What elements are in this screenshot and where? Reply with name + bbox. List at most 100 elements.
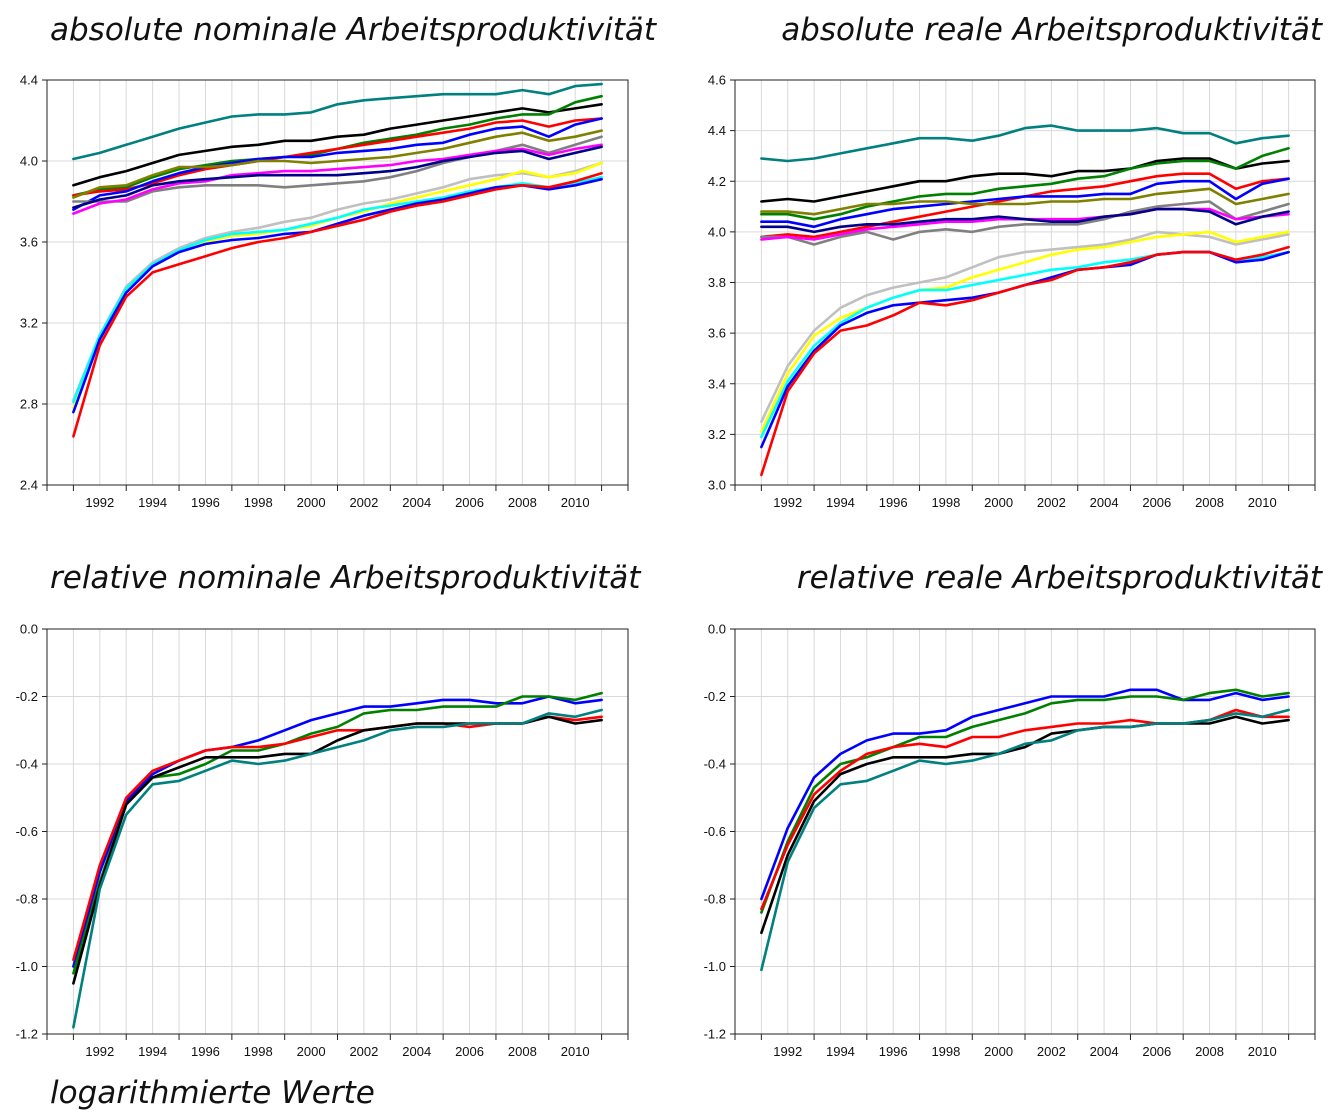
x-tick-label: 2006 xyxy=(455,1044,484,1059)
x-tick-label: 1998 xyxy=(931,495,960,510)
x-tick-label: 2004 xyxy=(1090,1044,1119,1059)
series-line-teal-0 xyxy=(72,82,603,161)
y-tick-label: 0.0 xyxy=(708,622,726,637)
x-tick-label: 2010 xyxy=(1248,495,1277,510)
x-tick-label: 2000 xyxy=(984,1044,1013,1059)
y-tick-label: -0.6 xyxy=(16,824,38,839)
chart-absolute-nominal: absolute nominale Arbeitsproduktivität 2… xyxy=(20,12,658,510)
series-line-magenta-7 xyxy=(72,143,603,215)
x-tick-label: 2004 xyxy=(1090,495,1119,510)
x-tick-label: 1998 xyxy=(931,1044,960,1059)
y-tick-label: -0.2 xyxy=(16,689,38,704)
series-line-blue-0 xyxy=(72,695,603,968)
y-tick-label: -1.2 xyxy=(704,1027,726,1042)
y-tick-label: -0.8 xyxy=(704,892,726,907)
y-tick-label: 4.0 xyxy=(708,224,726,239)
series-line-yellow-10 xyxy=(760,230,1290,434)
x-tick-label: 1994 xyxy=(826,495,855,510)
series-line-black-1 xyxy=(760,157,1290,203)
chart-title: relative reale Arbeitsproduktivität xyxy=(797,560,1324,596)
y-tick-label: 4.4 xyxy=(708,123,726,138)
chart-title: relative nominale Arbeitsproduktivität xyxy=(50,560,642,596)
series-line-green-1 xyxy=(760,688,1290,914)
series-line-black-1 xyxy=(72,103,603,187)
y-tick-label: -0.8 xyxy=(16,892,38,907)
y-tick-label: 3.2 xyxy=(708,427,726,442)
x-tick-label: 2006 xyxy=(455,495,484,510)
x-tick-label: 2008 xyxy=(508,1044,537,1059)
y-tick-label: 4.4 xyxy=(20,73,38,88)
y-tick-label: 2.8 xyxy=(20,397,38,412)
x-tick-label: 1994 xyxy=(826,1044,855,1059)
y-tick-label: 3.6 xyxy=(20,235,38,250)
y-tick-label: 3.8 xyxy=(708,275,726,290)
x-tick-label: 1994 xyxy=(138,1044,167,1059)
x-tick-label: 1996 xyxy=(191,1044,220,1059)
x-tick-label: 1996 xyxy=(879,495,908,510)
series-line-gray-6 xyxy=(760,200,1290,246)
series-line-teal-0 xyxy=(760,124,1290,163)
series-line-blue-0 xyxy=(760,688,1290,901)
x-tick-label: 2010 xyxy=(1248,1044,1277,1059)
x-tick-label: 1992 xyxy=(85,1044,114,1059)
y-tick-label: -1.2 xyxy=(16,1027,38,1042)
x-tick-label: 1992 xyxy=(85,495,114,510)
y-tick-label: 4.0 xyxy=(20,154,38,169)
y-tick-label: 4.2 xyxy=(708,174,726,189)
series-line-green-1 xyxy=(72,691,603,975)
x-tick-label: 1998 xyxy=(244,1044,273,1059)
x-tick-label: 1996 xyxy=(191,495,220,510)
series-line-olive-5 xyxy=(760,187,1290,216)
x-tick-label: 2000 xyxy=(984,495,1013,510)
y-tick-label: -0.6 xyxy=(704,824,726,839)
chart-relative-real: relative reale Arbeitsproduktivität -1.2… xyxy=(704,560,1324,1059)
y-tick-label: 3.2 xyxy=(20,316,38,331)
y-tick-label: 0.0 xyxy=(20,622,38,637)
series-line-black-3 xyxy=(760,715,1290,935)
footnote: logarithmierte Werte xyxy=(50,1075,375,1111)
x-tick-label: 2008 xyxy=(1195,495,1224,510)
series-line-silver-9 xyxy=(760,230,1290,424)
y-tick-label: -1.0 xyxy=(704,959,726,974)
y-tick-label: -0.2 xyxy=(704,689,726,704)
x-tick-label: 2002 xyxy=(349,495,378,510)
series-line-red-13 xyxy=(72,171,603,438)
x-tick-label: 2002 xyxy=(349,1044,378,1059)
x-tick-label: 2006 xyxy=(1142,495,1171,510)
y-tick-label: 3.6 xyxy=(708,326,726,341)
series-line-green-2 xyxy=(760,147,1290,221)
series-line-red-3 xyxy=(72,117,603,197)
series-line-red-13 xyxy=(760,245,1290,477)
x-tick-label: 2008 xyxy=(1195,1044,1224,1059)
series-line-navy-8 xyxy=(760,207,1290,234)
chart-title: absolute reale Arbeitsproduktivität xyxy=(781,12,1324,48)
y-tick-label: 2.4 xyxy=(20,478,38,493)
x-tick-label: 2006 xyxy=(1142,1044,1171,1059)
y-tick-label: -0.4 xyxy=(704,757,726,772)
y-tick-label: -0.4 xyxy=(16,757,38,772)
series-line-cyan-11 xyxy=(72,175,603,404)
y-tick-label: 4.6 xyxy=(708,73,726,88)
chart-relative-nominal: relative nominale Arbeitsproduktivität -… xyxy=(16,560,643,1059)
y-tick-label: -1.0 xyxy=(16,959,38,974)
x-tick-label: 1994 xyxy=(138,495,167,510)
series-line-gray-6 xyxy=(72,135,603,203)
series-line-blue-4 xyxy=(760,177,1290,229)
x-tick-label: 2002 xyxy=(1037,1044,1066,1059)
series-line-olive-5 xyxy=(72,129,603,199)
x-tick-label: 2004 xyxy=(402,1044,431,1059)
x-tick-label: 1996 xyxy=(879,1044,908,1059)
x-tick-label: 2004 xyxy=(402,495,431,510)
x-tick-label: 2010 xyxy=(561,495,590,510)
series-line-teal-4 xyxy=(72,708,603,1029)
x-tick-label: 2000 xyxy=(297,1044,326,1059)
x-tick-label: 1992 xyxy=(773,1044,802,1059)
chart-title: absolute nominale Arbeitsproduktivität xyxy=(50,12,658,48)
x-tick-label: 1998 xyxy=(244,495,273,510)
series-line-teal-4 xyxy=(760,708,1290,972)
x-tick-label: 2008 xyxy=(508,495,537,510)
y-tick-label: 3.4 xyxy=(708,376,726,391)
x-tick-label: 2010 xyxy=(561,1044,590,1059)
y-tick-label: 3.0 xyxy=(708,478,726,493)
